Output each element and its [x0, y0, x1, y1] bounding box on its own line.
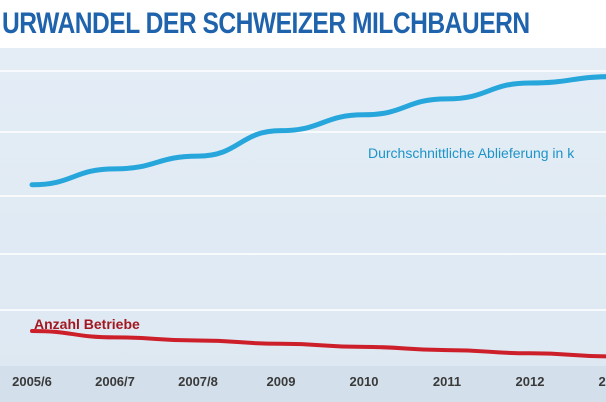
- chart-svg: 2005/6 2006/7 2007/8 2009 2010 2011 2012 2013: [0, 70, 606, 402]
- x-tick-label: 2007/8: [178, 374, 218, 389]
- series-line-delivery: [29, 74, 606, 188]
- x-tick-label: 2010: [350, 374, 379, 389]
- plot-area: 2005/6 2006/7 2007/8 2009 2010 2011 2012 2013 D…: [0, 48, 606, 402]
- chart-title: URWANDEL DER SCHWEIZER MILCHBAUERN: [2, 7, 530, 40]
- x-tick-label: 2011: [433, 374, 461, 389]
- series-label-delivery: Durchschnittliche Ablieferung in k: [368, 145, 575, 161]
- x-tick-label: 2005/6: [12, 374, 52, 389]
- x-tick-label: 2009: [267, 374, 296, 389]
- title-bar: URWANDEL DER SCHWEIZER MILCHBAUERN: [0, 0, 606, 48]
- series-line-farms: [30, 329, 606, 359]
- series-label-farms: Anzahl Betriebe: [34, 316, 140, 332]
- x-tick-label: 2006/7: [95, 374, 135, 389]
- x-axis-band: [0, 366, 606, 402]
- x-tick-label: 2012: [516, 374, 545, 389]
- x-tick-label: 2013: [599, 374, 606, 389]
